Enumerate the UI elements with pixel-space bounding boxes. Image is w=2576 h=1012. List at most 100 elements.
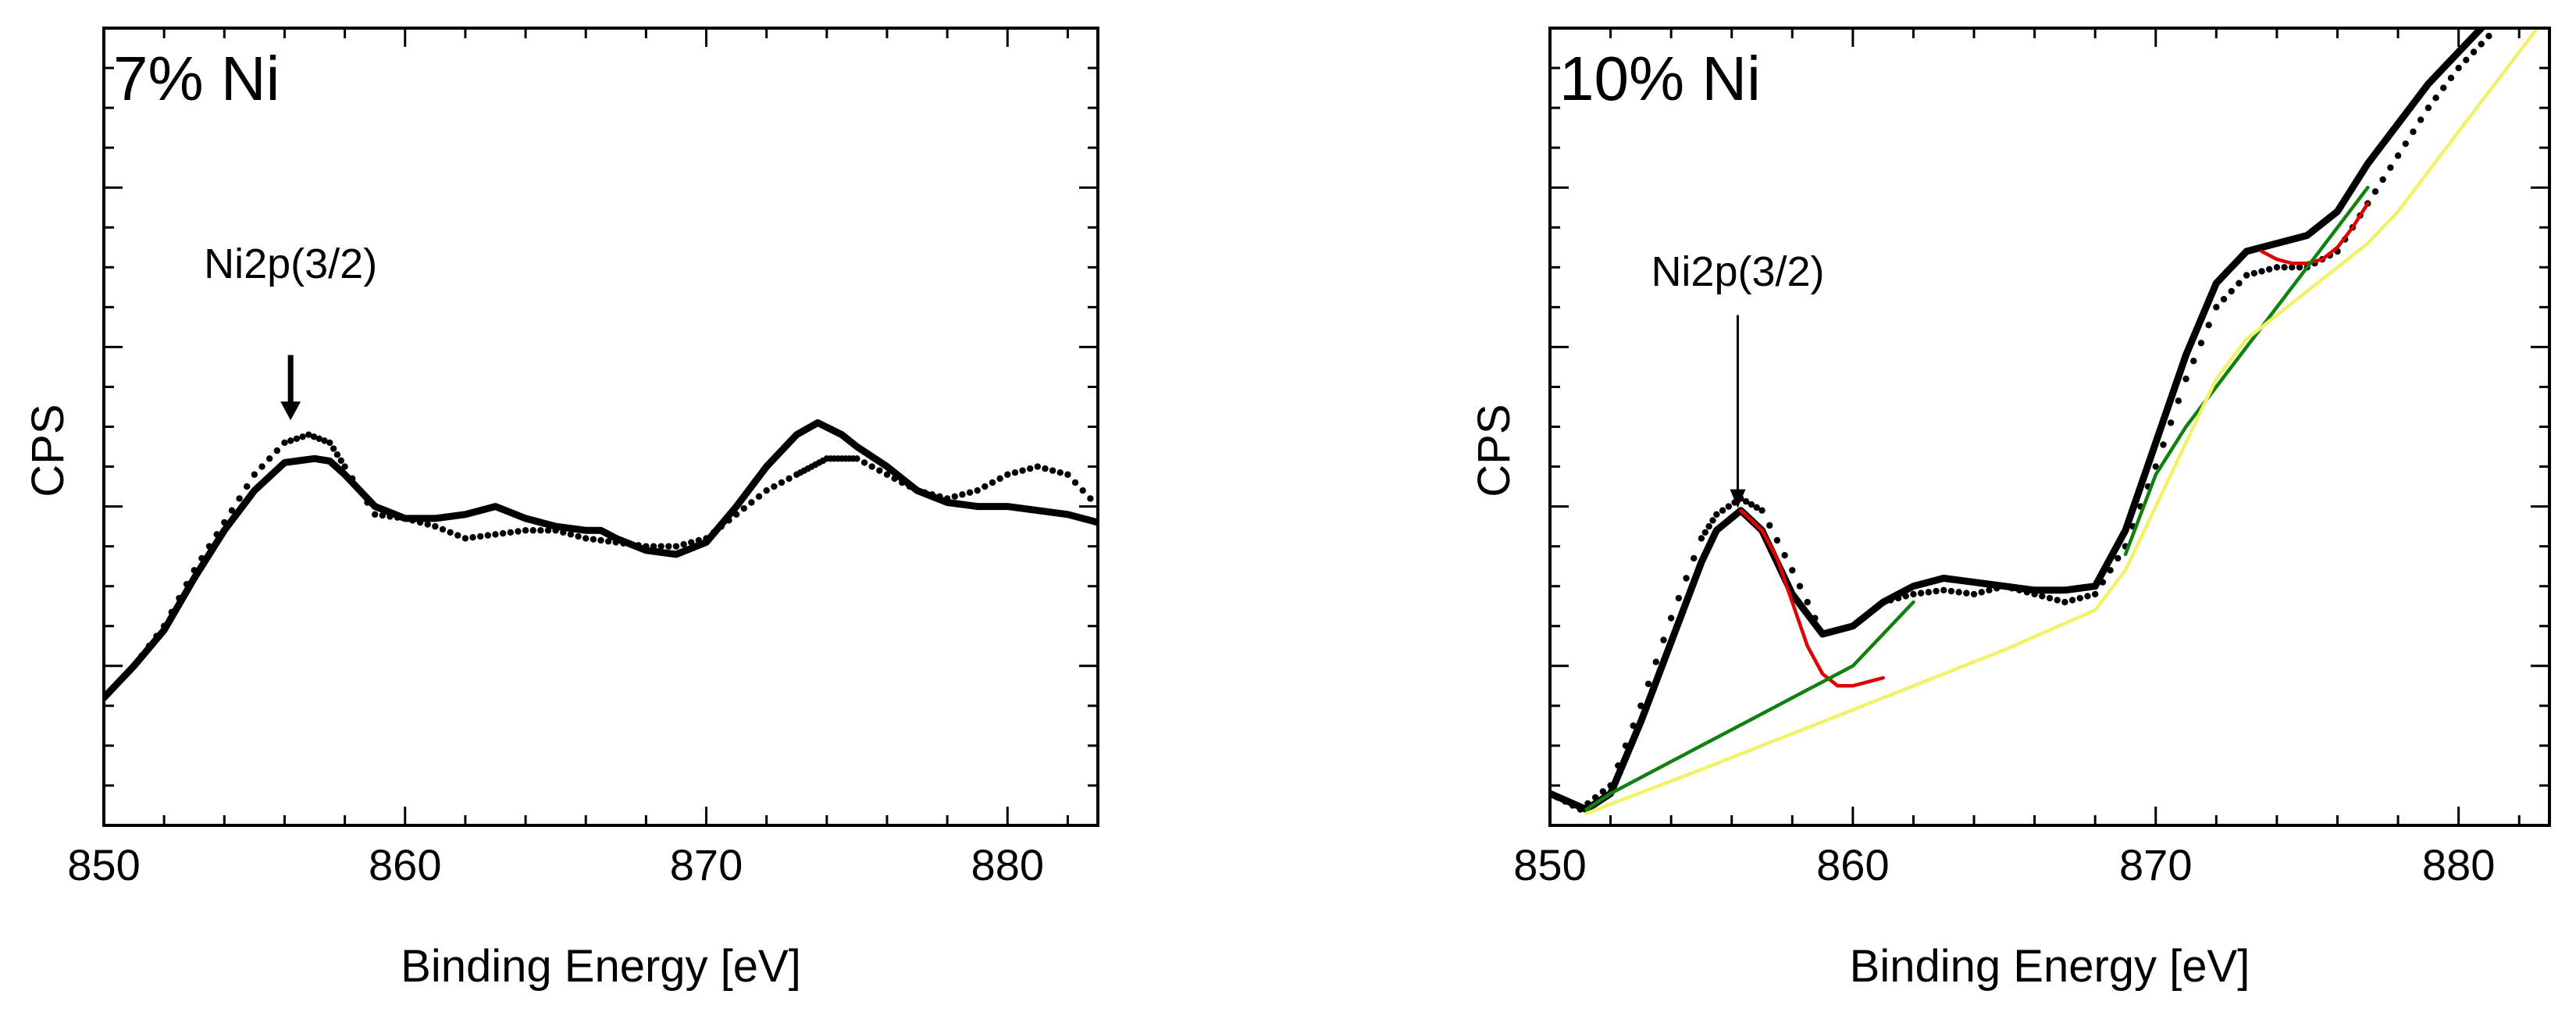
data-point-measured	[2091, 590, 2099, 598]
peak-arrow-head	[1730, 489, 1746, 508]
data-point-measured	[265, 455, 273, 462]
data-point-measured	[1758, 507, 1765, 514]
data-point-measured	[529, 527, 536, 534]
data-point-measured	[1644, 680, 1652, 687]
data-point-measured	[2175, 397, 2182, 404]
data-point-measured	[748, 499, 755, 506]
data-point-measured	[2440, 84, 2447, 91]
data-point-measured	[2394, 152, 2402, 159]
data-point-measured	[341, 463, 348, 470]
series-line-component-red	[1739, 508, 1885, 688]
data-point-measured	[305, 431, 312, 438]
data-point-measured	[2410, 128, 2417, 135]
y-axis-label: CPS	[23, 404, 73, 497]
data-point-measured	[853, 455, 860, 462]
data-point-measured	[959, 491, 966, 498]
series-line-component-red-2	[2260, 201, 2370, 265]
data-point-measured	[371, 511, 379, 518]
data-point-measured	[310, 433, 318, 440]
data-point-measured	[2387, 164, 2394, 171]
x-tick-label: 860	[369, 840, 441, 889]
x-tick-label: 850	[67, 840, 140, 889]
data-point-measured	[2258, 268, 2265, 275]
data-point-measured	[1705, 522, 1712, 530]
data-point-measured	[1637, 702, 1644, 710]
data-point-measured	[2425, 104, 2432, 112]
data-point-measured	[2463, 56, 2470, 64]
x-tick-label: 860	[1816, 840, 1889, 889]
data-point-measured	[1599, 788, 1607, 795]
data-point-measured	[1011, 469, 1019, 476]
data-point-measured	[447, 529, 454, 536]
data-point-measured	[2228, 287, 2235, 295]
x-tick-label: 880	[971, 840, 1044, 889]
data-point-measured	[1940, 586, 1947, 594]
data-point-measured	[258, 463, 265, 470]
data-point-measured	[2273, 264, 2281, 271]
data-point-measured	[321, 437, 328, 444]
data-point-measured	[2046, 594, 2054, 602]
data-point-measured	[1789, 567, 1796, 574]
data-point-measured	[499, 529, 507, 537]
data-point-measured	[868, 463, 875, 470]
data-point-measured	[2402, 140, 2409, 148]
x-tick-label: 880	[2422, 840, 2495, 889]
data-point-measured	[567, 531, 575, 538]
peak-annotation-label: Ni2p(3/2)	[1651, 248, 1824, 295]
data-point-measured	[1781, 551, 1788, 559]
data-point-measured	[2182, 376, 2189, 383]
data-point-measured	[2039, 593, 2046, 600]
data-point-measured	[2205, 322, 2212, 329]
data-point-measured	[244, 483, 251, 490]
data-point-measured	[1027, 465, 1034, 472]
data-point-measured	[778, 479, 786, 486]
data-point-measured	[1042, 465, 1049, 472]
data-point-measured	[330, 445, 337, 452]
panel-title: 10% Ni	[1559, 44, 1761, 113]
data-point-measured	[228, 507, 236, 514]
data-point-measured	[2508, 3, 2514, 9]
data-point-measured	[2243, 272, 2250, 279]
data-point-measured	[2152, 463, 2159, 470]
data-point-measured	[2371, 188, 2379, 195]
data-point-measured	[281, 439, 288, 447]
data-point-measured	[1064, 471, 1071, 478]
data-point-measured	[1698, 535, 1705, 542]
data-point-measured	[575, 533, 582, 540]
x-tick-label: 850	[1513, 840, 1586, 889]
data-point-measured	[860, 459, 868, 466]
plot-frame	[102, 27, 1099, 827]
data-point-measured	[315, 435, 323, 443]
x-tick-label: 870	[670, 840, 743, 889]
data-point-measured	[2417, 116, 2425, 123]
data-point-measured	[1034, 463, 1042, 470]
data-point-measured	[2190, 358, 2197, 365]
data-point-measured	[461, 535, 469, 542]
data-point-measured	[1986, 586, 1993, 594]
data-point-measured	[1766, 522, 1773, 529]
series-line-component-green-2	[2123, 185, 2370, 557]
data-point-measured	[432, 522, 439, 530]
data-point-measured	[537, 527, 544, 534]
data-point-measured	[251, 471, 258, 478]
data-point-measured	[2167, 419, 2175, 426]
data-point-measured	[2289, 264, 2296, 271]
plot-frame	[1548, 27, 2551, 827]
y-axis-label: CPS	[1469, 404, 1520, 497]
data-point-measured	[2115, 554, 2122, 562]
data-point-measured	[672, 543, 680, 550]
data-point-measured	[1660, 636, 1667, 643]
data-point-measured	[515, 528, 522, 535]
data-point-measured	[1947, 587, 1955, 595]
peak-annotation-label: Ni2p(3/2)	[204, 241, 377, 287]
series-line-fit	[1550, 28, 2486, 814]
series-group	[104, 419, 1098, 702]
data-point-measured	[1955, 589, 1962, 596]
data-point-measured	[2447, 74, 2455, 82]
data-point-measured	[469, 533, 476, 541]
data-point-measured	[337, 457, 344, 465]
data-point-measured	[2054, 597, 2061, 604]
data-point-measured	[1079, 486, 1086, 494]
chart-panel-7-percent-ni: 850 860 870 880 Binding Energy [eV] CPS 7% Ni N…	[23, 27, 1099, 992]
data-point-measured	[1691, 554, 1698, 562]
